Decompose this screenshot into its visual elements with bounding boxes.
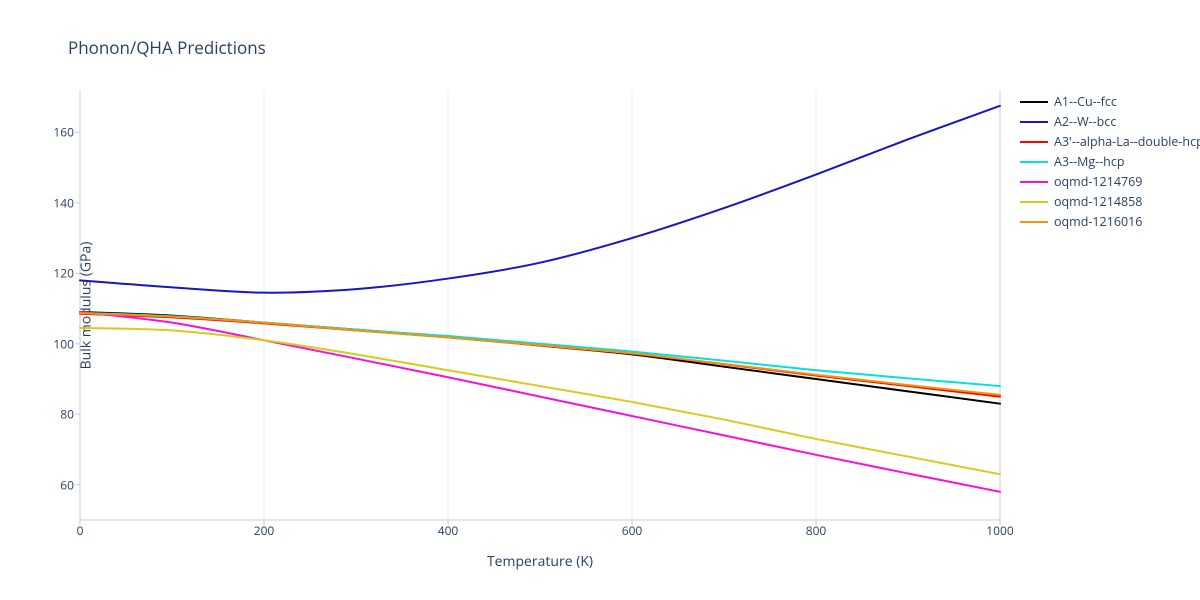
legend-label: oqmd-1216016 [1054, 212, 1142, 232]
y-tick-label: 120 [34, 265, 74, 282]
legend-item[interactable]: A1--Cu--fcc [1020, 92, 1200, 112]
y-tick-label: 160 [34, 124, 74, 141]
data-line[interactable] [80, 313, 1000, 386]
x-tick-label: 600 [622, 522, 643, 539]
legend-swatch [1020, 141, 1048, 143]
legend-label: A3--Mg--hcp [1054, 152, 1124, 172]
chart-title: Phonon/QHA Predictions [68, 36, 266, 59]
chart-container: { "chart": { "type": "line", "title": "P… [0, 0, 1200, 600]
data-line[interactable] [80, 312, 1000, 492]
x-tick-label: 0 [77, 522, 84, 539]
legend-item[interactable]: oqmd-1216016 [1020, 212, 1200, 232]
plot-area [80, 90, 1000, 520]
legend-label: A3'--alpha-La--double-hcp [1054, 132, 1200, 152]
legend-swatch [1020, 201, 1048, 203]
data-line[interactable] [80, 313, 1000, 395]
legend-item[interactable]: A3'--alpha-La--double-hcp [1020, 132, 1200, 152]
x-tick-label: 1000 [986, 522, 1013, 539]
data-line[interactable] [80, 312, 1000, 404]
plot-svg [80, 90, 1000, 520]
legend-item[interactable]: A3--Mg--hcp [1020, 152, 1200, 172]
legend-label: oqmd-1214769 [1054, 172, 1142, 192]
legend-swatch [1020, 101, 1048, 103]
legend-item[interactable]: oqmd-1214858 [1020, 192, 1200, 212]
y-tick-label: 140 [34, 194, 74, 211]
legend-swatch [1020, 121, 1048, 123]
legend-label: A2--W--bcc [1054, 112, 1116, 132]
data-line[interactable] [80, 328, 1000, 474]
legend-label: oqmd-1214858 [1054, 192, 1142, 212]
x-axis-label: Temperature (K) [80, 552, 1000, 571]
x-tick-label: 400 [438, 522, 459, 539]
y-tick-label: 60 [34, 476, 74, 493]
legend-swatch [1020, 161, 1048, 163]
legend-label: A1--Cu--fcc [1054, 92, 1117, 112]
legend-swatch [1020, 221, 1048, 223]
legend-swatch [1020, 181, 1048, 183]
y-tick-label: 80 [34, 406, 74, 423]
legend-item[interactable]: A2--W--bcc [1020, 112, 1200, 132]
legend-item[interactable]: oqmd-1214769 [1020, 172, 1200, 192]
data-line[interactable] [80, 106, 1000, 293]
legend: A1--Cu--fccA2--W--bccA3'--alpha-La--doub… [1020, 92, 1200, 232]
y-tick-label: 100 [34, 335, 74, 352]
x-tick-label: 800 [806, 522, 827, 539]
x-tick-label: 200 [254, 522, 275, 539]
